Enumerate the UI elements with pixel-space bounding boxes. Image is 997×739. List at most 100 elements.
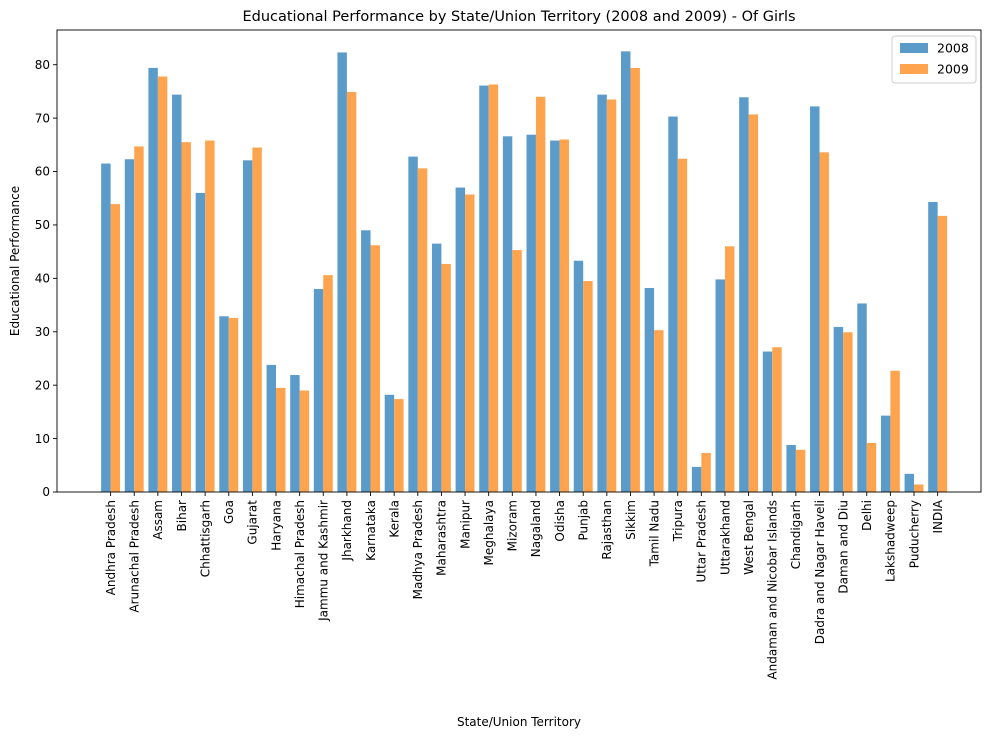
x-tick-label: Odisha — [553, 500, 567, 542]
bar-2009 — [606, 99, 617, 493]
bar-2008 — [880, 415, 891, 492]
bar-2008 — [313, 289, 324, 492]
bar-2009 — [157, 76, 168, 492]
x-tick-label: Manipur — [458, 500, 472, 549]
bar-2008 — [739, 97, 749, 493]
y-tick-label: 40 — [35, 272, 50, 286]
x-tick-label: Gujarat — [246, 500, 260, 545]
x-tick-label: Assam — [151, 500, 165, 540]
bar-2008 — [786, 445, 796, 492]
x-tick-label: Puducherry — [907, 500, 921, 568]
bar-2008 — [928, 201, 938, 493]
bar-2008 — [124, 159, 135, 492]
x-tick-label: Punjab — [577, 500, 591, 541]
bar-2008 — [644, 287, 655, 492]
bar-2008 — [384, 394, 395, 492]
axes-layer: 0 10 20 30 40 50 60 70 80 Andhra Pradesh Arunachal… — [35, 29, 982, 680]
bar-2008 — [219, 316, 229, 492]
bar-2008 — [337, 52, 347, 493]
bar-2008 — [290, 375, 300, 492]
bars-layer — [101, 51, 948, 493]
y-tick-label: 80 — [35, 58, 50, 72]
x-tick-label: Haryana — [269, 500, 283, 551]
bar-2008 — [172, 94, 182, 492]
bar-2009 — [819, 152, 829, 492]
y-tick-label: 30 — [35, 325, 50, 339]
bar-2009 — [228, 317, 239, 492]
x-tick-label: West Bengal — [742, 500, 756, 575]
bar-2008 — [479, 85, 489, 493]
bar-2009 — [914, 484, 924, 492]
legend-label-2009: 2009 — [937, 62, 969, 77]
bar-2009 — [441, 263, 451, 492]
bar-2009 — [748, 114, 759, 492]
bar-2009 — [630, 67, 640, 493]
bar-2009 — [535, 96, 546, 492]
x-tick-label: Mizoram — [506, 500, 520, 551]
bar-2009 — [772, 347, 782, 492]
bar-2009 — [323, 275, 333, 492]
bar-2009 — [417, 168, 428, 492]
x-tick-label: Andhra Pradesh — [104, 500, 118, 595]
bar-2009 — [795, 449, 806, 492]
x-tick-label: Arunachal Pradesh — [128, 500, 142, 613]
bar-2008 — [691, 466, 702, 492]
bar-2008 — [526, 134, 536, 492]
bar-2009 — [724, 246, 735, 492]
bar-2008 — [195, 192, 206, 492]
bar-2009 — [559, 139, 570, 493]
x-tick-label: Chhattisgarh — [198, 500, 212, 577]
bar-2008 — [266, 364, 277, 492]
bar-2009 — [890, 370, 900, 492]
x-tick-label: Maharashtra — [435, 500, 449, 576]
x-tick-label: Lakshadweep — [884, 500, 898, 582]
plot-frame — [56, 29, 982, 493]
bar-2009 — [654, 330, 664, 492]
bar-2009 — [488, 84, 499, 492]
chart-title: Educational Performance by State/Union T… — [242, 9, 795, 25]
x-tick-label: Daman and Diu — [836, 500, 850, 594]
y-tick-label: 10 — [35, 432, 50, 446]
bar-2008 — [621, 51, 631, 493]
x-tick-label: Madhya Pradesh — [411, 500, 425, 599]
bar-2009 — [181, 142, 191, 492]
bar-2008 — [573, 260, 584, 492]
bar-2008 — [597, 94, 607, 492]
x-tick-label: Kerala — [387, 500, 401, 538]
legend-swatch-2009 — [900, 64, 928, 74]
bar-2009 — [205, 140, 215, 492]
legend-label-2008: 2008 — [937, 41, 969, 56]
bar-2008 — [408, 156, 418, 492]
x-tick-label: Jharkhand — [340, 500, 354, 562]
bar-2009 — [346, 91, 357, 493]
bar-2008 — [148, 67, 158, 493]
x-tick-label: Rajasthan — [600, 500, 614, 560]
bar-2009 — [512, 250, 522, 492]
x-tick-label: Tripura — [671, 500, 685, 542]
x-tick-label: Sikkim — [624, 500, 638, 540]
x-tick-label: Bihar — [175, 500, 189, 532]
bar-2008 — [762, 351, 773, 492]
bar-2009 — [252, 147, 262, 492]
x-tick-label: INDIA — [931, 499, 945, 533]
x-tick-label: Uttar Pradesh — [695, 500, 709, 582]
bar-2009 — [843, 332, 853, 492]
bar-2008 — [361, 230, 371, 493]
x-tick-label: Karnataka — [364, 500, 378, 561]
x-tick-label: Delhi — [860, 500, 874, 531]
x-tick-label: Meghalaya — [482, 500, 496, 565]
bar-2009 — [677, 158, 688, 492]
bar-2009 — [465, 194, 475, 492]
x-tick-label: Jammu and Kashmir — [317, 500, 331, 622]
bar-2008 — [101, 163, 111, 492]
y-tick-label: 70 — [35, 111, 50, 125]
x-tick-label: Dadra and Nagar Haveli — [813, 500, 827, 644]
y-tick-label: 50 — [35, 218, 50, 232]
x-tick-label: Himachal Pradesh — [293, 500, 307, 608]
bar-2009 — [583, 281, 593, 492]
bar-2008 — [455, 187, 466, 492]
bar-2009 — [110, 204, 121, 492]
bar-2008 — [668, 116, 678, 493]
y-tick-label: 20 — [35, 378, 50, 392]
